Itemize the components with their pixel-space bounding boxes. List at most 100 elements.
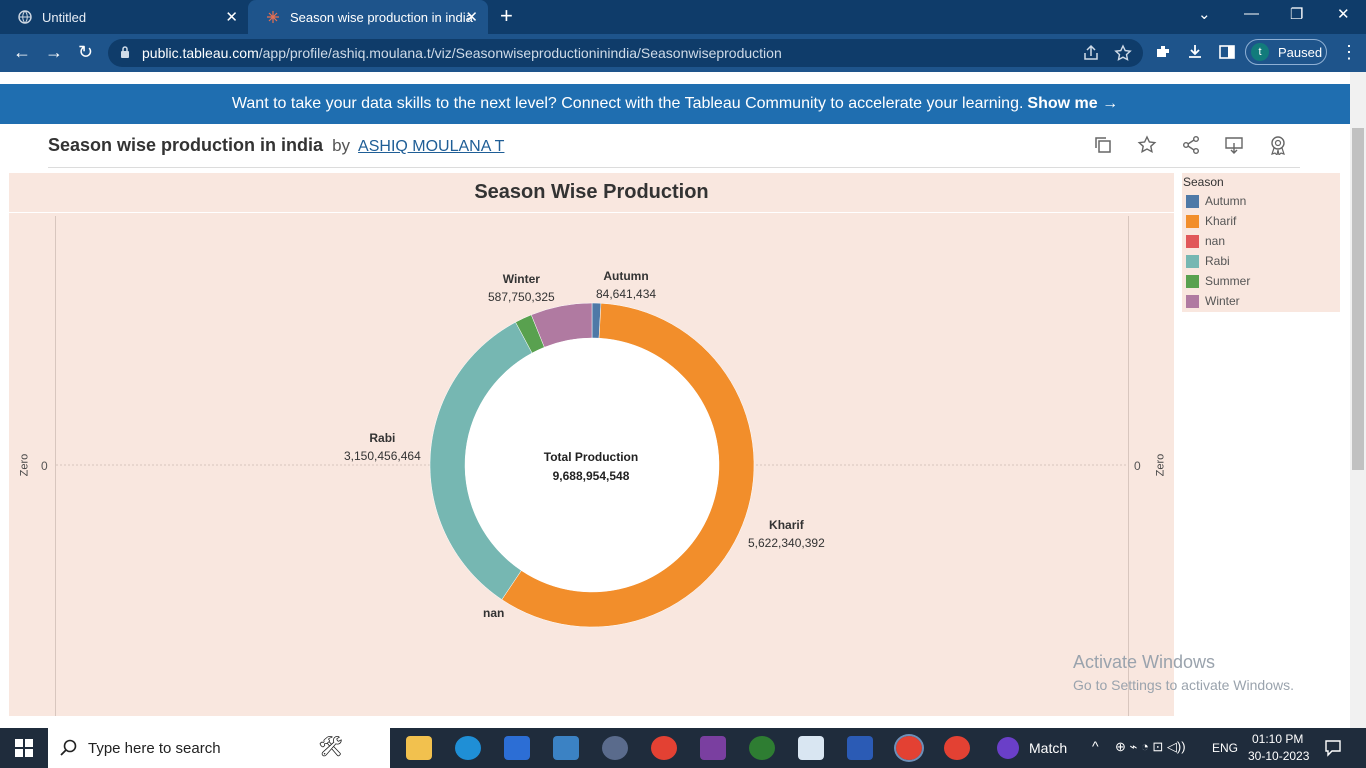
legend-swatch [1186,214,1199,228]
download-icon[interactable] [1224,135,1244,155]
language-indicator[interactable]: ENG [1212,741,1239,755]
right-axis-line [1128,216,1129,716]
label-name: Rabi [369,431,396,445]
label-name: Kharif [769,518,804,532]
forward-button[interactable]: → [45,42,63,62]
minimize-button[interactable]: — [1244,5,1259,22]
miktex-icon[interactable] [749,736,775,760]
legend-swatch [1186,234,1199,248]
weather-text[interactable]: Match [1029,740,1068,756]
taskbar: Type here to search 🛠 Match ^ ⊕ ⌁ ◔ ⊡ ◁)… [0,728,1366,768]
banner-text: Want to take your data skills to the nex… [231,95,1024,112]
legend-item-rabi[interactable]: Rabi [1186,254,1230,268]
page-content: Want to take your data skills to the nex… [0,72,1350,728]
chrome-profile-icon[interactable] [944,736,970,760]
label-value: 587,750,325 [488,290,555,304]
label-name: nan [483,606,505,620]
profile-button[interactable]: t Paused [1245,39,1327,65]
edge-icon[interactable] [455,736,481,760]
legend-item-kharif[interactable]: Kharif [1186,214,1236,228]
legend-title: Season [1183,175,1224,189]
center-label: Total Production [543,450,639,464]
cricket-icon[interactable] [997,737,1019,759]
tex-icon[interactable] [700,736,726,760]
data-label-winter: Winter 587,750,325 [488,270,555,306]
globe-icon [18,10,32,24]
donut-hole [465,338,719,592]
restore-button[interactable]: ❐ [1290,6,1304,23]
badge-icon[interactable] [1268,135,1288,155]
show-me-link[interactable]: Show me → [1027,95,1119,112]
tools-icon: 🛠 [318,736,344,758]
close-window-button[interactable]: ✕ [1337,6,1350,23]
store-icon[interactable] [504,736,530,760]
tab-untitled[interactable]: Untitled ✕ [0,0,248,34]
legend-swatch [1186,254,1199,268]
word-icon[interactable] [847,736,873,760]
profile-status: Paused [1278,44,1323,60]
back-button[interactable]: ← [13,42,31,62]
clock-date[interactable]: 30-10-2023 [1248,749,1310,763]
new-tab-button[interactable]: + [500,3,513,28]
avatar: t [1251,43,1269,61]
viz-title: Season wise production in india [48,135,324,155]
search-placeholder: Type here to search [88,739,221,757]
close-tab-icon[interactable]: ✕ [225,9,238,26]
activate-windows-title: Activate Windows [1073,652,1216,672]
scrollbar-thumb[interactable] [1352,128,1364,470]
label-name: Winter [502,272,540,286]
settings-app-icon[interactable] [602,736,628,760]
address-bar[interactable]: public.tableau.com/app/profile/ashiq.mou… [108,39,1143,67]
tab-search-icon[interactable]: ⌄ [1198,6,1211,23]
share-icon[interactable] [1181,135,1201,155]
extensions-icon[interactable] [1154,43,1172,61]
favorite-star-icon[interactable] [1137,135,1157,155]
clock-time[interactable]: 01:10 PM [1252,732,1304,746]
legend-label: nan [1205,234,1226,248]
mail-icon[interactable] [553,736,579,760]
legend [1182,173,1340,312]
copy-icon[interactable] [1093,135,1113,155]
left-axis-line [55,216,56,716]
download-icon[interactable] [1186,43,1204,61]
legend-label: Winter [1205,294,1240,308]
close-tab-icon[interactable]: ✕ [465,9,478,26]
menu-icon[interactable]: ⋮ [1340,42,1358,62]
lock-icon [121,46,129,58]
legend-swatch [1186,274,1199,288]
legend-item-summer[interactable]: Summer [1186,274,1250,288]
bookmark-star-icon[interactable] [1114,44,1132,62]
snip-icon[interactable] [798,736,824,760]
legend-swatch [1186,194,1199,208]
windows-start-icon[interactable] [15,739,33,757]
tableau-icon [267,11,279,23]
by-label: by [332,136,351,155]
tab-title: Season wise production in india [290,9,473,25]
notification-icon[interactable] [1324,739,1342,757]
taskbar-search[interactable]: Type here to search 🛠 [48,728,390,768]
toolbar: ← → ↻ public.tableau.com/app/profile/ash… [0,34,1366,72]
author-link[interactable]: ASHIQ MOULANA T [358,138,505,155]
file-explorer-icon[interactable] [406,736,432,760]
legend-label: Summer [1205,274,1251,288]
chevron-up-icon[interactable]: ^ [1092,738,1099,754]
legend-item-nan[interactable]: nan [1186,234,1225,248]
reload-button[interactable]: ↻ [78,42,94,62]
legend-item-autumn[interactable]: Autumn [1186,194,1246,208]
label-value: 3,150,456,464 [344,449,421,463]
tab-tableau[interactable]: Season wise production in india ✕ [248,0,488,34]
legend-label: Kharif [1205,214,1237,228]
label-name: Autumn [603,269,649,283]
share-icon[interactable] [1082,44,1100,62]
url-text: public.tableau.com/app/profile/ashiq.mou… [142,45,782,61]
activate-windows-text: Go to Settings to activate Windows. [1073,677,1294,693]
label-value: 5,622,340,392 [748,536,825,550]
side-panel-icon[interactable] [1218,43,1236,61]
chrome-active-icon[interactable] [894,734,924,762]
data-label-rabi: Rabi 3,150,456,464 [344,429,421,465]
chrome-icon[interactable] [651,736,677,760]
system-tray-icons[interactable]: ⊕ ⌁ ◔ ⊡ ◁)) [1115,739,1186,754]
community-banner: Want to take your data skills to the nex… [0,84,1350,124]
legend-label: Autumn [1205,194,1247,208]
legend-item-winter[interactable]: Winter [1186,294,1240,308]
